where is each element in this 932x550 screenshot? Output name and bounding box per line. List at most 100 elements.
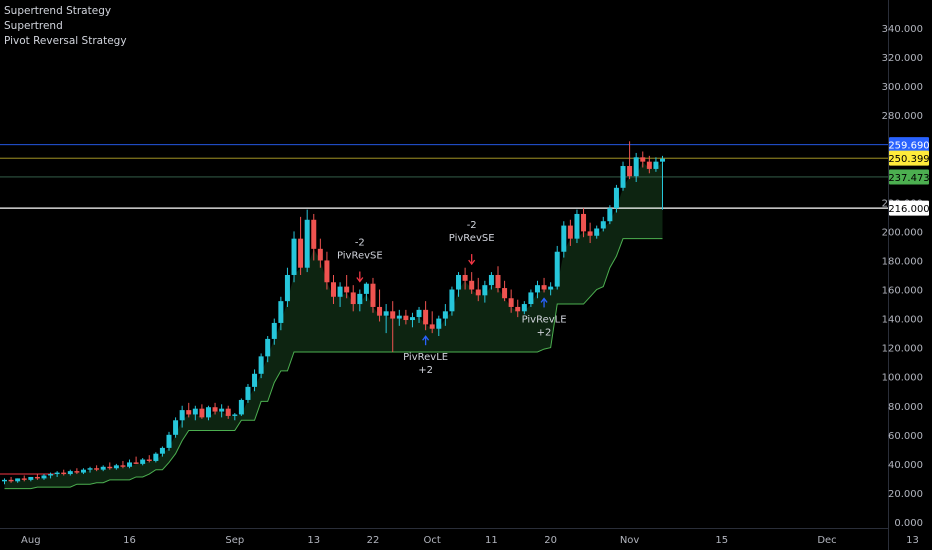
price-tick-label: 0.000 [894,518,923,529]
candle-body [159,447,165,454]
candle-body [179,410,185,421]
candle-body [442,311,448,319]
candle-body [94,468,100,470]
candle-body [140,459,146,464]
price-tick-label: 120.000 [882,344,923,355]
price-tag-label: 216.000 [888,204,929,215]
candle-body [370,283,376,307]
candle-body [567,225,573,239]
short-signal-label: PivRevSE [449,233,495,244]
candle-body [561,225,567,252]
candle-body [245,386,251,400]
candle-body [166,434,172,448]
candle-body [199,408,205,418]
time-tick-label: Dec [817,535,836,546]
legend-item-supertrend[interactable]: Supertrend [4,20,63,32]
candle-body [482,285,488,296]
price-tag-blue [889,137,929,153]
candle-body [449,289,455,312]
candle-body [61,472,67,475]
price-tag-yellow [889,150,929,166]
candle-body [436,318,442,329]
candle-body [456,274,462,290]
candle-body [87,468,93,470]
price-tick-label: 320.000 [882,53,923,64]
time-tick-label: 13 [307,535,320,546]
candle-body [2,479,7,482]
candle-body [429,324,435,329]
long-signal-label: +2 [418,365,433,376]
candle-body [100,466,106,470]
candle-body [238,399,244,415]
time-tick-label: 16 [123,535,136,546]
long-signal-arrow-head [540,297,548,303]
candle-body [409,317,415,321]
price-tag-label: 237.473 [888,173,929,184]
long-signal-label: PivRevLE [403,352,448,363]
candle-body [475,289,481,296]
short-signal-label: PivRevSE [337,251,383,262]
candle-body [67,471,73,475]
short-signal-arrow-head [468,259,476,266]
time-axis[interactable]: Aug 16 Sep 13 22 Oct 11 20 Nov 15 Dec 13 [0,528,919,547]
candle-body [192,408,198,415]
candle-body [344,286,350,293]
time-tick-label: 11 [485,535,498,546]
candle-body [462,274,468,281]
price-axis[interactable]: 0.000 20.000 40.000 60.000 80.000 100.000 120.… [882,0,930,550]
candle-body [54,472,60,475]
candle-body [34,476,40,479]
candle-body [311,219,317,249]
candle-body [232,414,238,416]
candle-body [594,228,600,236]
candle-body [548,286,554,290]
candle-body [640,157,646,162]
candle-body [127,462,133,467]
candle-body [74,471,80,473]
candle-body [423,309,429,325]
candle-body [574,213,580,239]
time-tick-label: 15 [715,535,728,546]
legend-item-pivot-reversal-strategy[interactable]: Pivot Reversal Strategy [4,35,127,47]
strategy-signals: -2 PivRevSE PivRevLE +2 -2 PivRevSE PivRevLE +2 [337,220,567,376]
short-signal-label: -2 [467,220,477,231]
candle-body [304,219,310,268]
candle-body [390,311,396,319]
candle-body [28,476,34,480]
short-signal-arrow-head [356,277,364,283]
supertrend-fill [4,161,663,489]
candle-body [502,288,508,299]
price-tick-label: 20.000 [888,489,923,500]
candle-body [383,311,389,316]
price-tick-label: 80.000 [888,402,923,413]
candle-body [515,306,521,312]
candle-body [541,285,547,290]
candle-body [173,420,179,435]
candle-body [324,260,330,283]
candle-body [186,410,192,415]
candle-body [653,161,659,169]
candle-body [252,373,258,387]
candle-body [258,356,264,374]
legend-item-supertrend-strategy[interactable]: Supertrend Strategy [4,5,112,17]
price-tag-white [889,200,929,216]
supertrend-line [0,238,663,490]
candle-body [133,462,139,464]
candle-body [363,283,369,294]
time-tick-label: 22 [367,535,380,546]
candle-body [469,280,475,290]
candle-body [291,238,297,275]
candle-body [613,187,619,209]
price-tick-label: 300.000 [882,82,923,93]
candle-body [508,298,514,307]
candle-body [212,407,218,412]
candle-body [396,315,402,319]
candle-body [146,459,152,461]
candle-body [337,286,343,297]
time-tick-label: 13 [906,535,919,546]
time-tick-label: Aug [21,535,41,546]
candle-body [534,285,540,293]
candle-body [521,304,527,312]
candle-body [488,274,494,286]
